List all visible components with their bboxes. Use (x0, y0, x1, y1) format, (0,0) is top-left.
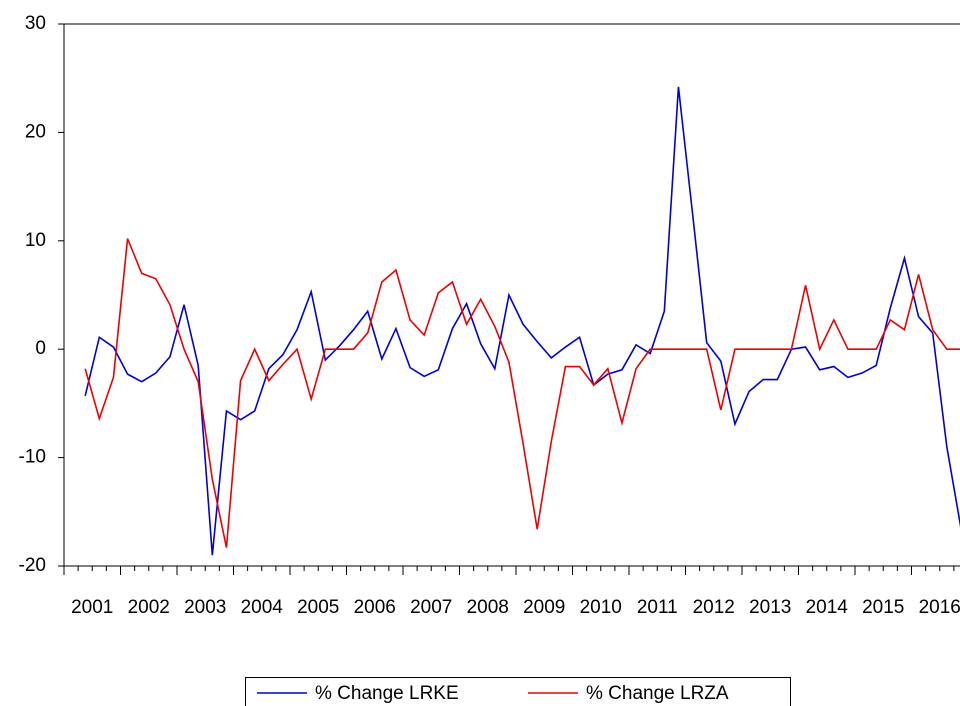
x-tick-label: 2004 (241, 597, 284, 618)
x-tick-label: 2010 (580, 597, 622, 618)
y-tick-label: 30 (25, 13, 46, 34)
x-tick-label: 2001 (71, 597, 113, 618)
x-tick-label: 2006 (354, 597, 396, 618)
y-tick-label: 0 (35, 338, 46, 359)
x-tick-label: 2002 (128, 597, 170, 618)
legend-label: % Change LRKE (315, 683, 459, 704)
x-tick-label: 2012 (693, 597, 735, 618)
x-tick-label: 2015 (862, 597, 904, 618)
x-tick-label: 2005 (297, 597, 339, 618)
y-tick-label: 10 (25, 230, 46, 251)
series-line (84, 238, 960, 548)
x-tick-label: 2014 (806, 597, 849, 618)
x-tick-label: 2011 (637, 597, 678, 618)
x-tick-label: 2009 (523, 597, 565, 618)
y-tick-label: 20 (25, 121, 46, 142)
x-tick-label: 2003 (184, 597, 226, 618)
y-tick-label: -10 (19, 447, 46, 468)
x-tick-label: 2008 (467, 597, 509, 618)
legend-box (245, 677, 791, 706)
plot-frame (63, 23, 960, 567)
x-tick-label: 2007 (410, 597, 452, 618)
series-line (84, 86, 960, 556)
x-tick-label: 2016 (919, 597, 960, 618)
legend-label: % Change LRZA (586, 683, 729, 704)
y-tick-label: -20 (19, 555, 46, 576)
x-tick-label: 2013 (749, 597, 791, 618)
